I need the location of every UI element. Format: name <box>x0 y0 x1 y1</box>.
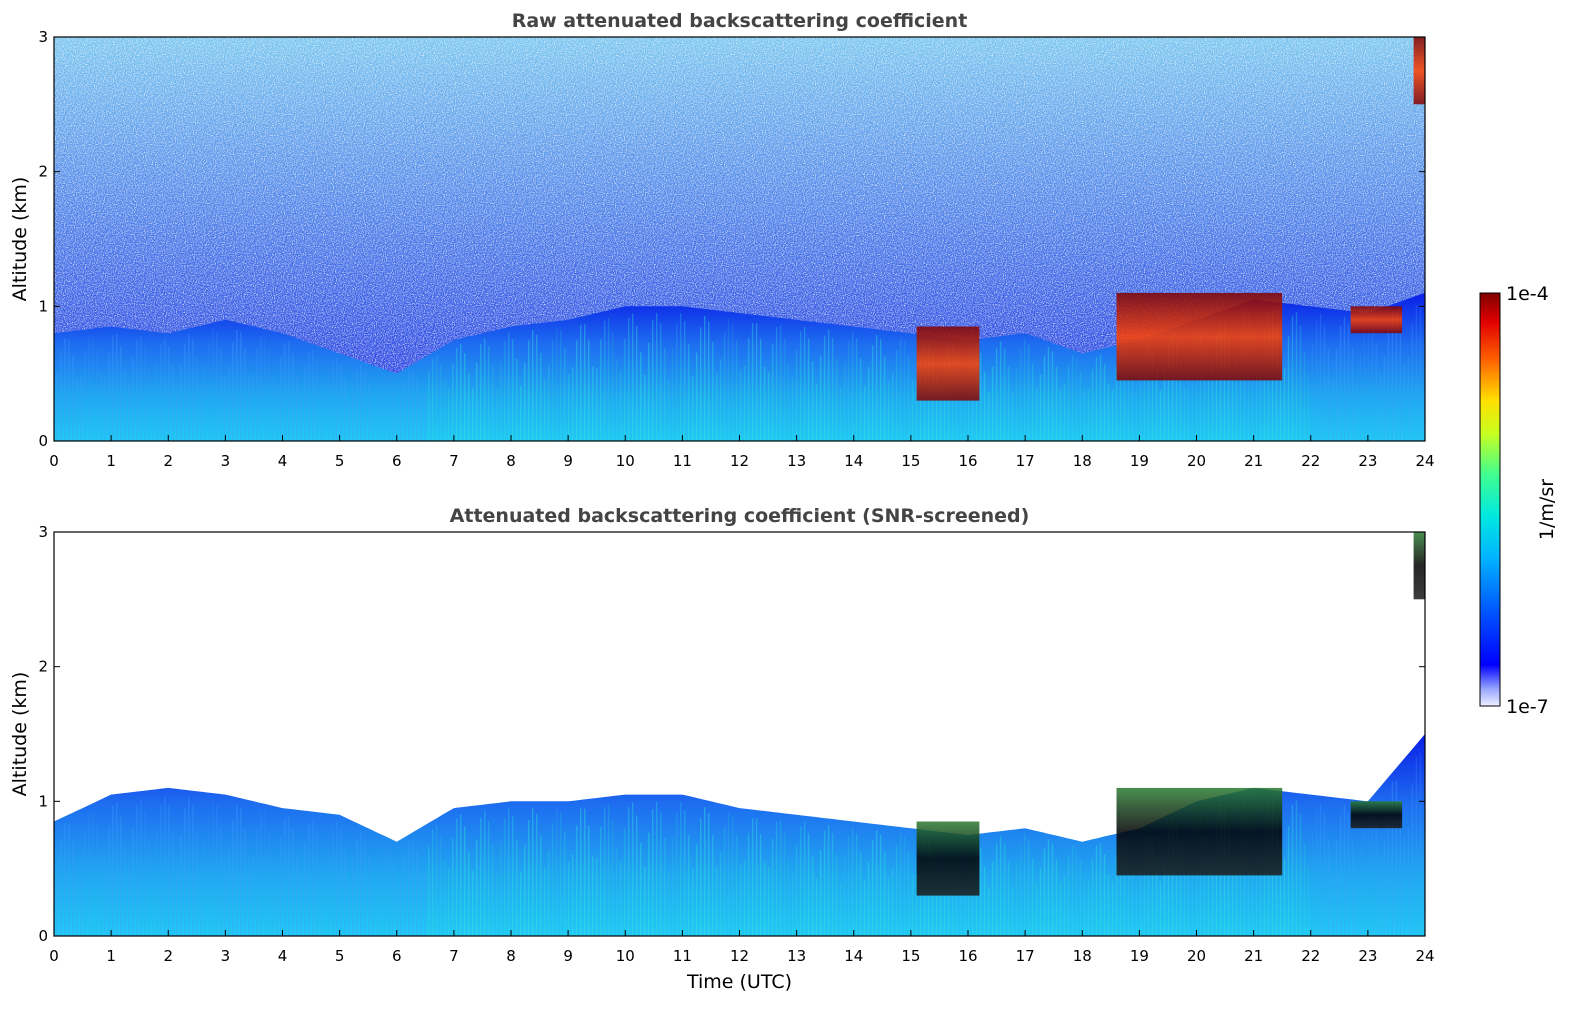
y-tick-label: 2 <box>38 658 48 676</box>
x-tick-label: 10 <box>616 452 635 470</box>
boundary-layer-area <box>54 734 1425 936</box>
x-tick-label: 12 <box>730 452 749 470</box>
x-axis-label: Time (UTC) <box>686 971 792 993</box>
x-tick-label: 15 <box>901 452 920 470</box>
x-tick-label: 17 <box>1016 947 1035 965</box>
cloud-layer <box>916 821 980 896</box>
cloud-layer <box>1116 787 1283 876</box>
x-tick-label: 4 <box>278 452 288 470</box>
x-tick-label: 22 <box>1301 452 1320 470</box>
x-tick-label: 7 <box>449 452 459 470</box>
x-tick-label: 22 <box>1301 947 1320 965</box>
x-tick-label: 16 <box>958 452 977 470</box>
y-tick-label: 3 <box>38 28 48 46</box>
x-tick-label: 17 <box>1016 452 1035 470</box>
x-tick-label: 11 <box>673 947 692 965</box>
x-tick-label: 20 <box>1187 452 1206 470</box>
x-tick-label: 24 <box>1415 947 1434 965</box>
y-tick-label: 0 <box>38 927 48 945</box>
x-tick-label: 16 <box>958 947 977 965</box>
x-tick-label: 9 <box>563 947 573 965</box>
x-tick-label: 6 <box>392 947 402 965</box>
x-tick-label: 18 <box>1073 452 1092 470</box>
y-axis-label: Altitude (km) <box>9 672 31 797</box>
colorbar-max-label: 1e-4 <box>1506 283 1549 305</box>
x-tick-label: 2 <box>163 947 173 965</box>
x-tick-label: 4 <box>278 947 288 965</box>
cloud-layer <box>916 326 980 401</box>
x-tick-label: 1 <box>106 947 116 965</box>
x-tick-label: 20 <box>1187 947 1206 965</box>
x-tick-label: 5 <box>335 452 345 470</box>
colorbar-min-label: 1e-7 <box>1506 696 1549 718</box>
x-tick-label: 2 <box>163 452 173 470</box>
cloud-layer <box>1350 801 1403 829</box>
cloud-layer <box>1116 292 1283 381</box>
y-tick-label: 1 <box>38 297 48 315</box>
x-tick-label: 11 <box>673 452 692 470</box>
y-axis-label: Altitude (km) <box>9 177 31 302</box>
x-tick-label: 18 <box>1073 947 1092 965</box>
chart-title: Attenuated backscattering coefficient (S… <box>450 505 1030 527</box>
colorbar: 1e-4 1e-7 1/m/sr <box>1479 283 1558 718</box>
x-tick-label: 0 <box>49 452 59 470</box>
y-tick-label: 3 <box>38 523 48 541</box>
colorbar-gradient <box>1479 292 1501 707</box>
x-tick-label: 13 <box>787 947 806 965</box>
x-tick-label: 5 <box>335 947 345 965</box>
x-tick-label: 21 <box>1244 452 1263 470</box>
cloud-layer <box>1413 37 1425 105</box>
x-tick-label: 14 <box>844 947 863 965</box>
y-tick-label: 0 <box>38 432 48 450</box>
chart-title: Raw attenuated backscattering coefficien… <box>512 10 968 32</box>
chart-panel-2: Attenuated backscattering coefficient (S… <box>9 505 1435 993</box>
x-tick-label: 8 <box>506 947 516 965</box>
y-tick-label: 2 <box>38 163 48 181</box>
x-tick-label: 1 <box>106 452 116 470</box>
y-tick-label: 1 <box>38 792 48 810</box>
cloud-layer <box>1413 532 1425 600</box>
x-tick-label: 21 <box>1244 947 1263 965</box>
x-tick-label: 3 <box>221 452 231 470</box>
x-tick-label: 19 <box>1130 452 1149 470</box>
x-tick-label: 13 <box>787 452 806 470</box>
aerosol-streaks <box>56 304 1426 441</box>
x-tick-label: 15 <box>901 947 920 965</box>
x-tick-label: 8 <box>506 452 516 470</box>
colorbar-unit-label: 1/m/sr <box>1536 479 1558 540</box>
x-tick-label: 19 <box>1130 947 1149 965</box>
x-tick-label: 24 <box>1415 452 1434 470</box>
x-tick-label: 23 <box>1358 947 1377 965</box>
x-tick-label: 6 <box>392 452 402 470</box>
x-tick-label: 14 <box>844 452 863 470</box>
x-tick-label: 9 <box>563 452 573 470</box>
chart-panel-1: Raw attenuated backscattering coefficien… <box>9 10 1435 470</box>
x-tick-label: 3 <box>221 947 231 965</box>
x-tick-label: 12 <box>730 947 749 965</box>
x-tick-label: 10 <box>616 947 635 965</box>
x-tick-label: 7 <box>449 947 459 965</box>
x-tick-label: 0 <box>49 947 59 965</box>
boundary-layer-area <box>54 292 1425 441</box>
x-tick-label: 23 <box>1358 452 1377 470</box>
cloud-layer <box>1350 306 1403 334</box>
